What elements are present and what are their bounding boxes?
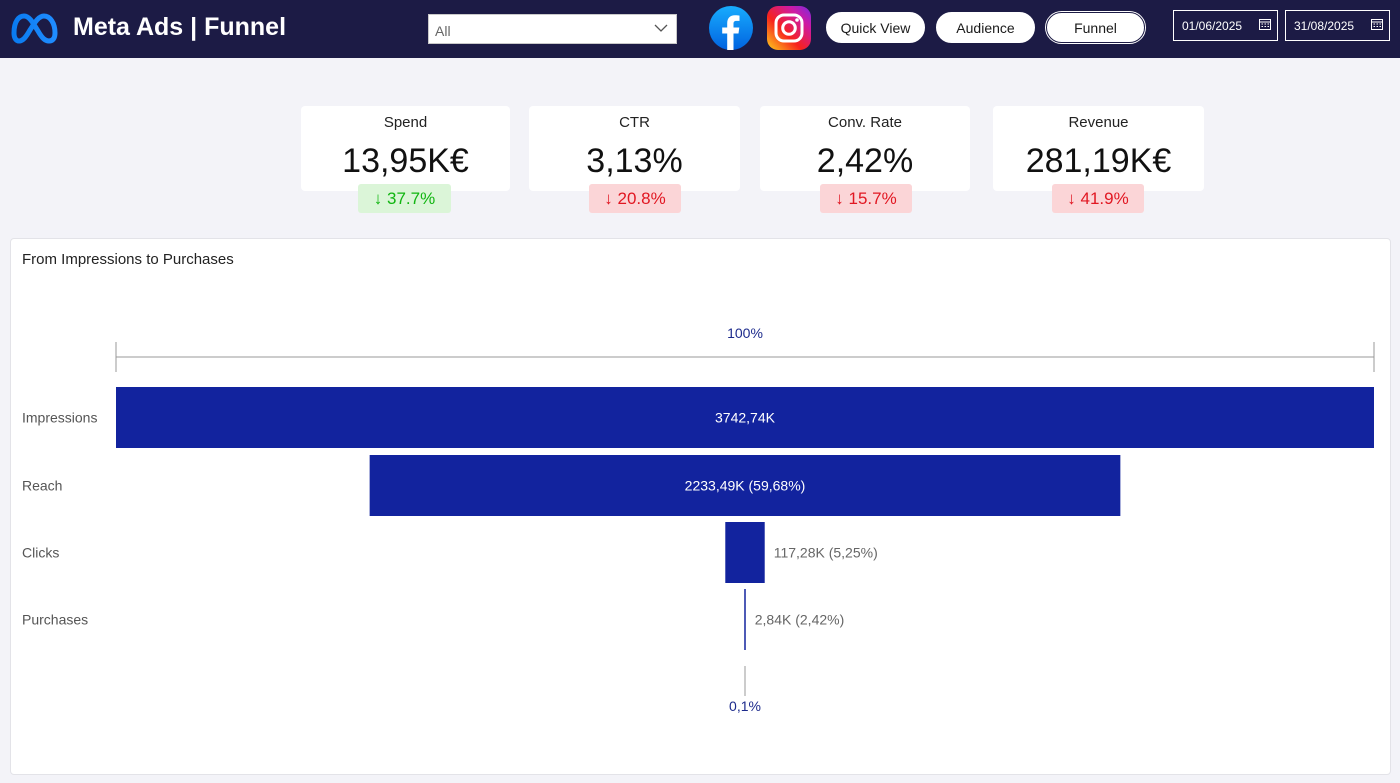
- start-date-picker[interactable]: 01/06/2025: [1173, 10, 1278, 41]
- stage-value-label: 2233,49K (59,68%): [685, 478, 806, 494]
- kpi-value: 2,42%: [816, 142, 914, 180]
- instagram-icon[interactable]: [766, 5, 812, 51]
- end-date-value: 31/08/2025: [1294, 18, 1355, 33]
- funnel-chart: 100% Impressions 3742,74K Reach 2233,49K (59…: [22, 325, 1375, 714]
- kpi-card-conv-rate: Conv. Rate 2,42%: [760, 106, 970, 191]
- kpi-change-badge: ↓ 20.8%: [589, 184, 681, 213]
- bottom-percentage-label: 0,1%: [729, 698, 761, 714]
- kpi-value: 281,19K€: [1025, 142, 1172, 180]
- kpi-label: Spend: [383, 114, 428, 131]
- stage-label: Impressions: [22, 410, 97, 426]
- kpi-card-revenue: Revenue 281,19K€: [993, 106, 1204, 191]
- kpi-label: CTR: [619, 114, 650, 131]
- funnel-button[interactable]: Funnel: [1046, 12, 1145, 43]
- funnel-bar-impressions: [116, 387, 1374, 448]
- kpi-change-badge: ↓ 15.7%: [820, 184, 912, 213]
- chart-title: From Impressions to Purchases: [22, 251, 234, 268]
- audience-button[interactable]: Audience: [936, 12, 1035, 43]
- stage-label: Reach: [22, 478, 62, 494]
- kpi-label: Conv. Rate: [828, 114, 902, 131]
- funnel-bar-purchases: [744, 589, 746, 650]
- dropdown-selected-value: All: [435, 23, 451, 39]
- funnel-bar-clicks: [725, 522, 765, 583]
- start-date-value: 01/06/2025: [1182, 18, 1243, 33]
- kpi-change-badge: ↓ 37.7%: [358, 184, 451, 213]
- top-bar: Meta Ads | Funnel All Quick View Audienc…: [0, 0, 1400, 58]
- campaign-filter-dropdown[interactable]: All: [428, 14, 677, 44]
- stage-value-label: 3742,74K: [715, 410, 776, 426]
- funnel-chart-panel: From Impressions to Purchases 100% Impres…: [10, 238, 1391, 775]
- chevron-down-icon: [654, 24, 668, 32]
- stage-value-label: 117,28K (5,25%): [774, 545, 878, 561]
- stage-label: Clicks: [22, 545, 59, 561]
- kpi-card-spend: Spend 13,95K€: [301, 106, 510, 191]
- kpi-label: Revenue: [1068, 114, 1129, 131]
- top-percentage-label: 100%: [727, 325, 763, 341]
- facebook-icon[interactable]: [708, 5, 754, 51]
- kpi-value: 3,13%: [586, 142, 683, 180]
- calendar-icon: [1371, 19, 1383, 30]
- stage-value-label: 2,84K (2,42%): [755, 612, 845, 628]
- kpi-change-badge: ↓ 41.9%: [1052, 184, 1144, 213]
- page-title: Meta Ads | Funnel: [73, 13, 287, 41]
- stage-label: Purchases: [22, 612, 88, 628]
- funnel-bar-reach: [369, 455, 1121, 516]
- kpi-value: 13,95K€: [342, 142, 469, 180]
- end-date-picker[interactable]: 31/08/2025: [1285, 10, 1390, 41]
- kpi-card-ctr: CTR 3,13%: [529, 106, 740, 191]
- quick-view-button[interactable]: Quick View: [826, 12, 925, 43]
- meta-logo-icon: [11, 13, 58, 44]
- calendar-icon: [1259, 19, 1271, 30]
